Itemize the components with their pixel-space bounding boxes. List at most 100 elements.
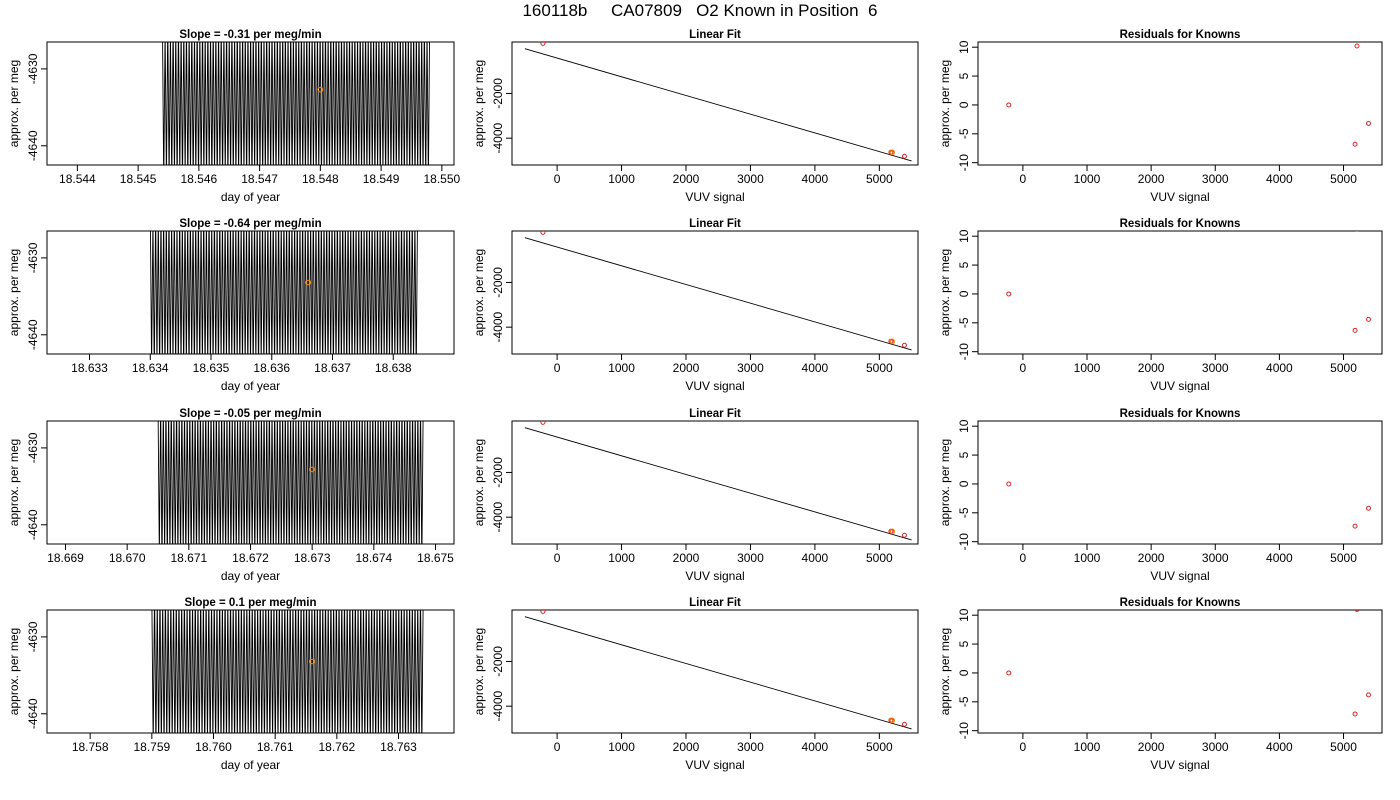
- x-tick-label: 2000: [673, 172, 700, 186]
- x-tick-label: 1000: [1074, 551, 1101, 565]
- y-tick-label: 0: [957, 480, 971, 487]
- residual-point: [1352, 523, 1358, 529]
- x-axis-label: VUV signal: [1150, 758, 1209, 772]
- y-tick-label: 10: [957, 608, 971, 622]
- linear-fit-panel-row-3: Linear Fit 0 1000 2000 3000 4000 5000 -2000 -400…: [472, 408, 919, 583]
- plot-frame: [977, 609, 1383, 734]
- x-tick-label: 0: [554, 551, 561, 565]
- known-point: [540, 610, 546, 614]
- y-tick-label: -10: [957, 343, 971, 361]
- x-tick-label: 3000: [737, 551, 764, 565]
- y-tick-label: 5: [957, 451, 971, 458]
- chart-title: Linear Fit: [689, 408, 741, 420]
- fit-line: [524, 48, 912, 162]
- residual-point: [1006, 102, 1012, 108]
- chart-title: Residuals for Knowns: [1120, 408, 1241, 420]
- y-tick-label: -4640: [26, 130, 40, 161]
- plot-frame: [511, 41, 919, 166]
- time-series-panel-row-2: Slope = -0.64 per meg/min 18.633 18.634 18.…: [7, 218, 455, 393]
- linear-fit-panel-row-4: Linear Fit 0 1000 2000 3000 4000 5000 -2000 -400…: [472, 597, 919, 772]
- known-point: [901, 342, 907, 348]
- y-tick-label: -4630: [26, 621, 40, 652]
- y-tick-label: -4630: [26, 242, 40, 273]
- plot-area: [150, 231, 418, 354]
- x-tick-label: 4000: [802, 740, 829, 754]
- plot-frame: [511, 609, 919, 734]
- plot-area: [162, 42, 430, 165]
- x-tick-label: 18.675: [417, 551, 454, 565]
- x-tick-label: 4000: [802, 551, 829, 565]
- signal-trace: [151, 610, 424, 733]
- x-tick-label: 2000: [673, 551, 700, 565]
- y-tick-label: -4640: [26, 698, 40, 729]
- x-tick-label: 18.673: [294, 551, 331, 565]
- x-tick-label: 4000: [1266, 740, 1293, 754]
- y-tick-label: 5: [957, 72, 971, 79]
- known-point: [901, 532, 907, 538]
- known-point: [540, 231, 546, 235]
- plot-area: [1006, 610, 1372, 717]
- x-tick-label: 18.549: [363, 172, 400, 186]
- y-tick-label: 5: [957, 640, 971, 647]
- x-axis-label: VUV signal: [1150, 379, 1209, 393]
- x-tick-label: 2000: [673, 740, 700, 754]
- signal-trace: [157, 421, 424, 544]
- y-axis-label: approx. per meg: [472, 249, 486, 336]
- mean-marker: [305, 279, 312, 286]
- x-axis-label: VUV signal: [685, 569, 744, 583]
- y-tick-label: -5: [957, 507, 971, 518]
- x-tick-label: 0: [1020, 740, 1027, 754]
- x-tick-label: 3000: [1202, 551, 1229, 565]
- x-tick-label: 1000: [608, 361, 635, 375]
- x-tick-label: 3000: [737, 172, 764, 186]
- x-tick-label: 18.550: [423, 172, 460, 186]
- y-tick-label: -2000: [491, 78, 505, 109]
- x-axis-label: VUV signal: [1150, 569, 1209, 583]
- x-tick-label: 2000: [1138, 740, 1165, 754]
- known-point: [901, 153, 907, 159]
- x-axis-label: VUV signal: [685, 758, 744, 772]
- chart-title: Residuals for Knowns: [1120, 597, 1241, 609]
- x-tick-label: 0: [554, 361, 561, 375]
- x-tick-label: 18.544: [59, 172, 96, 186]
- mean-marker: [317, 86, 324, 93]
- x-tick-label: 4000: [802, 172, 829, 186]
- x-tick-label: 3000: [1202, 172, 1229, 186]
- x-tick-label: 5000: [866, 740, 893, 754]
- residual-point: [1366, 120, 1372, 126]
- plot-area: [524, 421, 912, 541]
- x-tick-label: 0: [554, 740, 561, 754]
- y-tick-label: -4640: [26, 509, 40, 540]
- x-tick-label: 2000: [1138, 361, 1165, 375]
- x-tick-label: 1000: [608, 172, 635, 186]
- residual-point: [1354, 610, 1360, 612]
- signal-trace: [150, 231, 418, 354]
- x-tick-label: 18.762: [318, 740, 355, 754]
- x-tick-label: 18.634: [132, 361, 169, 375]
- chart-title: Slope = 0.1 per meg/min: [185, 597, 317, 609]
- x-tick-label: 5000: [866, 361, 893, 375]
- chart-title: Slope = -0.31 per meg/min: [179, 29, 321, 41]
- x-tick-label: 2000: [1138, 172, 1165, 186]
- x-tick-label: 5000: [866, 172, 893, 186]
- y-tick-label: 0: [957, 290, 971, 297]
- x-axis-label: day of year: [221, 569, 280, 583]
- mean-marker: [889, 528, 896, 535]
- plot-area: [1006, 481, 1372, 529]
- chart-title: Residuals for Knowns: [1120, 29, 1241, 41]
- plot-frame: [511, 230, 919, 355]
- y-axis-label: approx. per meg: [472, 439, 486, 526]
- x-tick-label: 18.637: [314, 361, 351, 375]
- x-tick-label: 18.763: [380, 740, 417, 754]
- plot-area: [524, 231, 912, 351]
- time-series-panel-row-1: Slope = -0.31 per meg/min 18.544 18.545 18.…: [7, 29, 461, 204]
- x-tick-label: 4000: [1266, 361, 1293, 375]
- plot-area: [524, 42, 912, 162]
- residuals-panel-row-1: Residuals for Knowns 0 1000 2000 3000 4000 500…: [938, 29, 1383, 204]
- linear-fit-panel-row-2: Linear Fit 0 1000 2000 3000 4000 5000 -2000 -400…: [472, 218, 919, 393]
- x-tick-label: 0: [1020, 172, 1027, 186]
- x-tick-label: 0: [1020, 551, 1027, 565]
- x-axis-label: day of year: [221, 190, 280, 204]
- residual-point: [1366, 505, 1372, 511]
- x-tick-label: 18.761: [257, 740, 294, 754]
